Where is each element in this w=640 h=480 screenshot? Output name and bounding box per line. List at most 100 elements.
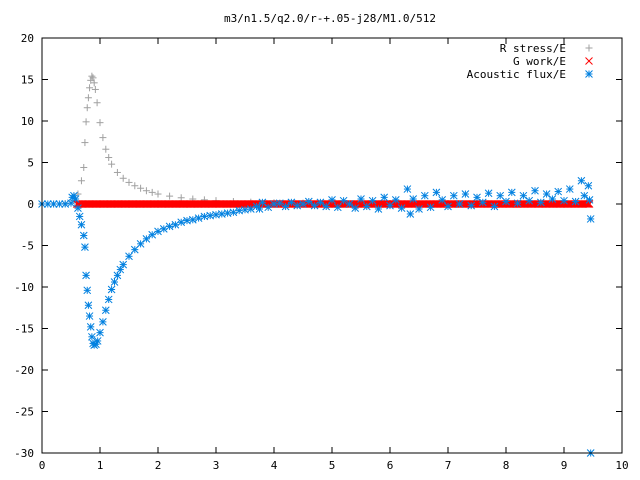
data-point-star: [159, 225, 168, 233]
x-tick-label: 8: [503, 459, 510, 472]
x-tick-label: 0: [39, 459, 46, 472]
data-point-star: [577, 176, 586, 185]
legend-marker-cross: [585, 57, 593, 65]
data-point-star: [88, 332, 96, 341]
data-point-star: [409, 195, 418, 203]
x-tick-label: 9: [561, 459, 568, 472]
data-point-plus: [142, 187, 150, 195]
data-point-star: [194, 214, 203, 222]
data-point-star: [490, 202, 499, 211]
y-tick-label: -5: [21, 240, 34, 253]
data-point-star: [357, 195, 365, 203]
x-tick-label: 1: [97, 459, 104, 472]
data-point-star: [478, 198, 487, 207]
data-point-star: [165, 222, 174, 231]
legend-label: R stress/E: [500, 42, 566, 55]
data-point-star: [542, 190, 551, 198]
data-point-star: [580, 191, 589, 200]
data-point-star: [467, 201, 476, 210]
y-tick-label: -10: [14, 281, 34, 294]
data-point-star: [101, 306, 110, 315]
data-point-plus: [96, 119, 104, 127]
chart-title: m3/n1.5/q2.0/r-+.05-j28/M1.0/512: [224, 12, 436, 25]
data-point-star: [397, 204, 406, 213]
x-tick-label: 6: [387, 459, 394, 472]
data-point-star: [513, 199, 522, 208]
data-point-star: [403, 185, 412, 193]
data-point-star: [154, 227, 162, 236]
y-tick-label: -25: [14, 406, 34, 419]
data-point-star: [316, 198, 325, 207]
data-point-star: [571, 197, 580, 206]
data-point-star: [304, 197, 313, 206]
data-point-star: [531, 186, 539, 195]
data-point-plus: [105, 154, 113, 162]
data-point-plus: [99, 134, 107, 142]
data-point-plus: [119, 174, 127, 182]
data-point-star: [351, 204, 360, 213]
data-point-plus: [137, 184, 145, 192]
data-point-plus: [113, 168, 121, 176]
data-point-star: [107, 285, 116, 294]
data-point-plus: [81, 139, 89, 147]
series-layer: [38, 72, 595, 457]
data-point-star: [444, 202, 452, 211]
data-point-star: [71, 195, 80, 203]
y-tick-label: -20: [14, 364, 34, 377]
data-point-star: [299, 200, 307, 208]
y-tick-label: 15: [21, 74, 34, 87]
data-point-star: [554, 187, 563, 196]
data-point-plus: [91, 85, 99, 93]
data-point-star: [77, 220, 86, 229]
data-point-star: [85, 312, 94, 320]
data-point-star: [142, 235, 151, 243]
data-point-star: [188, 215, 197, 224]
data-point-star: [96, 328, 104, 337]
data-point-star: [119, 260, 128, 269]
data-point-star: [74, 204, 82, 213]
data-point-star: [92, 340, 100, 349]
data-point-star: [82, 271, 90, 280]
data-point-plus: [80, 163, 88, 171]
data-point-star: [391, 195, 400, 204]
x-tick-label: 5: [329, 459, 336, 472]
y-tick-label: 0: [27, 198, 34, 211]
data-point-star: [585, 195, 594, 204]
data-point-plus: [166, 192, 174, 200]
data-point-star: [84, 301, 93, 310]
data-point-star: [484, 189, 493, 198]
data-point-star: [374, 205, 383, 213]
legend-marker-plus: [585, 44, 593, 52]
axis-ticks: 0 1 2 3 4 5 6 7 8 9 10 20 15 10 5 0 -5 -10 -15 -20 -25 -30: [14, 32, 629, 472]
y-tick-label: 20: [21, 32, 34, 45]
data-point-star: [473, 193, 481, 202]
data-point-star: [586, 215, 595, 223]
legend-label: Acoustic flux/E: [467, 68, 566, 81]
data-point-star: [420, 191, 429, 200]
data-point-plus: [93, 99, 101, 107]
x-tick-label: 4: [271, 459, 278, 472]
data-point-star: [328, 195, 336, 204]
data-point-star: [79, 231, 88, 240]
data-point-plus: [131, 182, 139, 190]
data-point-star: [258, 198, 267, 207]
data-point-star: [333, 203, 342, 212]
legend-label: G work/E: [513, 55, 566, 68]
data-point-star: [386, 201, 394, 210]
data-point-plus: [89, 74, 97, 82]
data-point-star: [426, 203, 435, 212]
data-point-star: [310, 201, 319, 210]
data-point-star: [104, 295, 113, 304]
y-tick-label: -15: [14, 323, 34, 336]
data-point-plus: [84, 94, 92, 102]
x-tick-label: 3: [213, 459, 220, 472]
data-point-star: [455, 200, 464, 208]
data-point-plus: [177, 194, 185, 202]
data-point-star: [81, 243, 89, 252]
y-tick-label: 10: [21, 115, 34, 128]
data-point-star: [438, 195, 447, 204]
x-tick-label: 2: [155, 459, 162, 472]
data-point-star: [125, 252, 133, 261]
x-tick-label: 7: [445, 459, 452, 472]
